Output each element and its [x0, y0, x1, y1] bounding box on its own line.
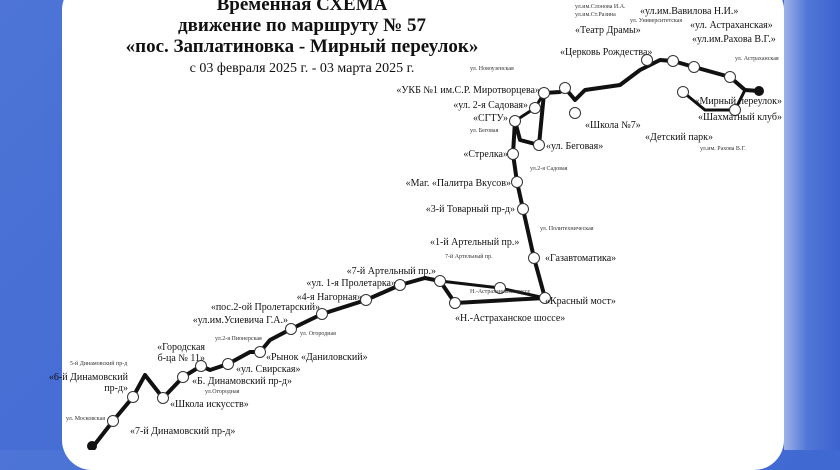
terminal-start-icon — [87, 441, 97, 450]
stop-marker — [107, 415, 119, 427]
stop-marker — [569, 107, 581, 119]
stop-label: «Детский парк» — [645, 132, 713, 143]
street-label: ул.им.Слонова И.А. — [575, 4, 626, 10]
stop-marker — [254, 346, 266, 358]
background-band — [784, 0, 840, 450]
stop-label: «7-й Динамовский пр-д» — [130, 426, 235, 437]
stop-label: «1-й Артельный пр.» — [430, 237, 519, 248]
stop-marker — [724, 71, 736, 83]
stop-marker — [285, 323, 297, 335]
stop-label: «6-й Динамовский пр-д» — [49, 372, 129, 394]
route-return — [682, 89, 747, 112]
street-label: ул. Московская — [66, 416, 105, 422]
stop-label: «4-я Нагорная» — [297, 292, 362, 303]
stop-label: «3-й Товарный пр-д» — [426, 204, 515, 215]
stop-marker — [729, 104, 741, 116]
stop-label: «Мирный переулок» — [694, 96, 782, 107]
stop-label: «УКБ №1 им.С.Р. Миротворцева» — [396, 85, 540, 96]
stop-label: «Б. Динамовский пр-д» — [192, 376, 292, 387]
stop-label: «7-й Артельный пр.» — [347, 266, 436, 277]
street-label: ул.2-я Пионерская — [215, 336, 262, 342]
stop-marker — [539, 292, 551, 304]
stop-label: «ул.им.Усиевича Г.А.» — [193, 315, 288, 326]
stop-marker — [157, 392, 169, 404]
street-label: ул.им.Ст.Разина — [575, 12, 616, 18]
stop-marker — [559, 82, 571, 94]
stop-marker — [127, 391, 139, 403]
stop-label: «пос.2-ой Пролетарский» — [211, 302, 320, 313]
stop-marker — [360, 294, 372, 306]
title-line-1: Временная СХЕМА — [216, 0, 388, 15]
title-line-2: движение по маршруту № 57 — [178, 15, 426, 36]
stop-marker — [517, 203, 529, 215]
stop-marker — [316, 308, 328, 320]
stop-label: «Рынок «Даниловский» — [266, 352, 368, 363]
stop-marker — [434, 275, 446, 287]
street-label: ул. Политехническая — [540, 226, 594, 232]
stop-marker — [641, 54, 653, 66]
street-label: Н.-Астраханское шоссе — [470, 289, 531, 295]
stop-marker — [511, 176, 523, 188]
stop-label: «Театр Драмы» — [575, 25, 641, 36]
street-label: ул. Университетская — [630, 18, 682, 24]
stop-marker — [509, 115, 521, 127]
stop-label: «Школа №7» — [585, 120, 641, 131]
stop-marker — [667, 55, 679, 67]
stop-marker — [677, 86, 689, 98]
stop-label: «Стрелка» — [463, 149, 508, 160]
date-range: с 03 февраля 2025 г. - 03 марта 2025 г. — [189, 61, 415, 76]
street-label: ул. Новоузенская — [470, 66, 514, 72]
stop-marker — [528, 252, 540, 264]
street-label: ул. Огородная — [300, 331, 336, 337]
stop-label: «ул. 1-я Пролетарка» — [306, 278, 396, 289]
stop-label: «ул. 2-я Садовая» — [453, 100, 528, 111]
stop-label: «Н.-Астраханское шоссе» — [455, 313, 565, 324]
stop-label: «Шахматный клуб» — [698, 112, 782, 123]
street-label: ул.им. Рахова В.Г. — [700, 146, 746, 152]
street-label: ул. Беговая — [470, 128, 499, 134]
street-label: ул.Огородная — [205, 389, 240, 395]
stop-marker — [529, 102, 541, 114]
stop-marker — [195, 360, 207, 372]
title-line-3: «пос. Заплатиновка - Мирный переулок» — [125, 36, 479, 57]
street-label: ул. Астраханская — [735, 56, 779, 62]
route-map: «7-й Динамовский пр-д» «6-й Динамовский пр… — [49, 4, 782, 450]
stop-label: «Школа искусств» — [170, 399, 249, 410]
stop-marker — [688, 61, 700, 73]
map-card — [62, 0, 784, 470]
stop-label: «Городская б-ца № 11» — [157, 342, 205, 364]
stop-marker — [222, 358, 234, 370]
route-line — [90, 58, 760, 450]
stop-label: «ул.им.Вавилова Н.И.» — [640, 6, 738, 17]
stop-label: «ул. Астраханская» — [690, 20, 773, 31]
stop-label: «Газавтоматика» — [545, 253, 616, 264]
stop-label: «ул. Беговая» — [546, 141, 603, 152]
stop-marker — [394, 279, 406, 291]
stop-marker — [533, 139, 545, 151]
stop-label: «СГТУ» — [473, 113, 508, 124]
street-label: 5-й Динамовский пр-д — [70, 360, 127, 367]
stop-label: «ул. Свирская» — [236, 364, 300, 375]
terminal-end-icon — [754, 86, 764, 96]
street-label: 7-й Артельный пр. — [445, 253, 493, 260]
map-title: Временная СХЕМА движение по маршруту № 5… — [62, 0, 542, 78]
stop-label: «Церковь Рождества» — [560, 47, 652, 58]
stop-marker — [494, 282, 506, 294]
stop-marker — [538, 87, 550, 99]
stop-marker — [449, 297, 461, 309]
stop-label: «ул.им.Рахова В.Г.» — [692, 34, 776, 45]
street-label: ул.2-я Садовая — [530, 166, 568, 172]
stop-marker — [177, 371, 189, 383]
stop-label: «Маг. «Палитра Вкусов» — [406, 178, 511, 189]
stop-marker — [507, 148, 519, 160]
stop-label: «Красный мост» — [545, 296, 616, 307]
